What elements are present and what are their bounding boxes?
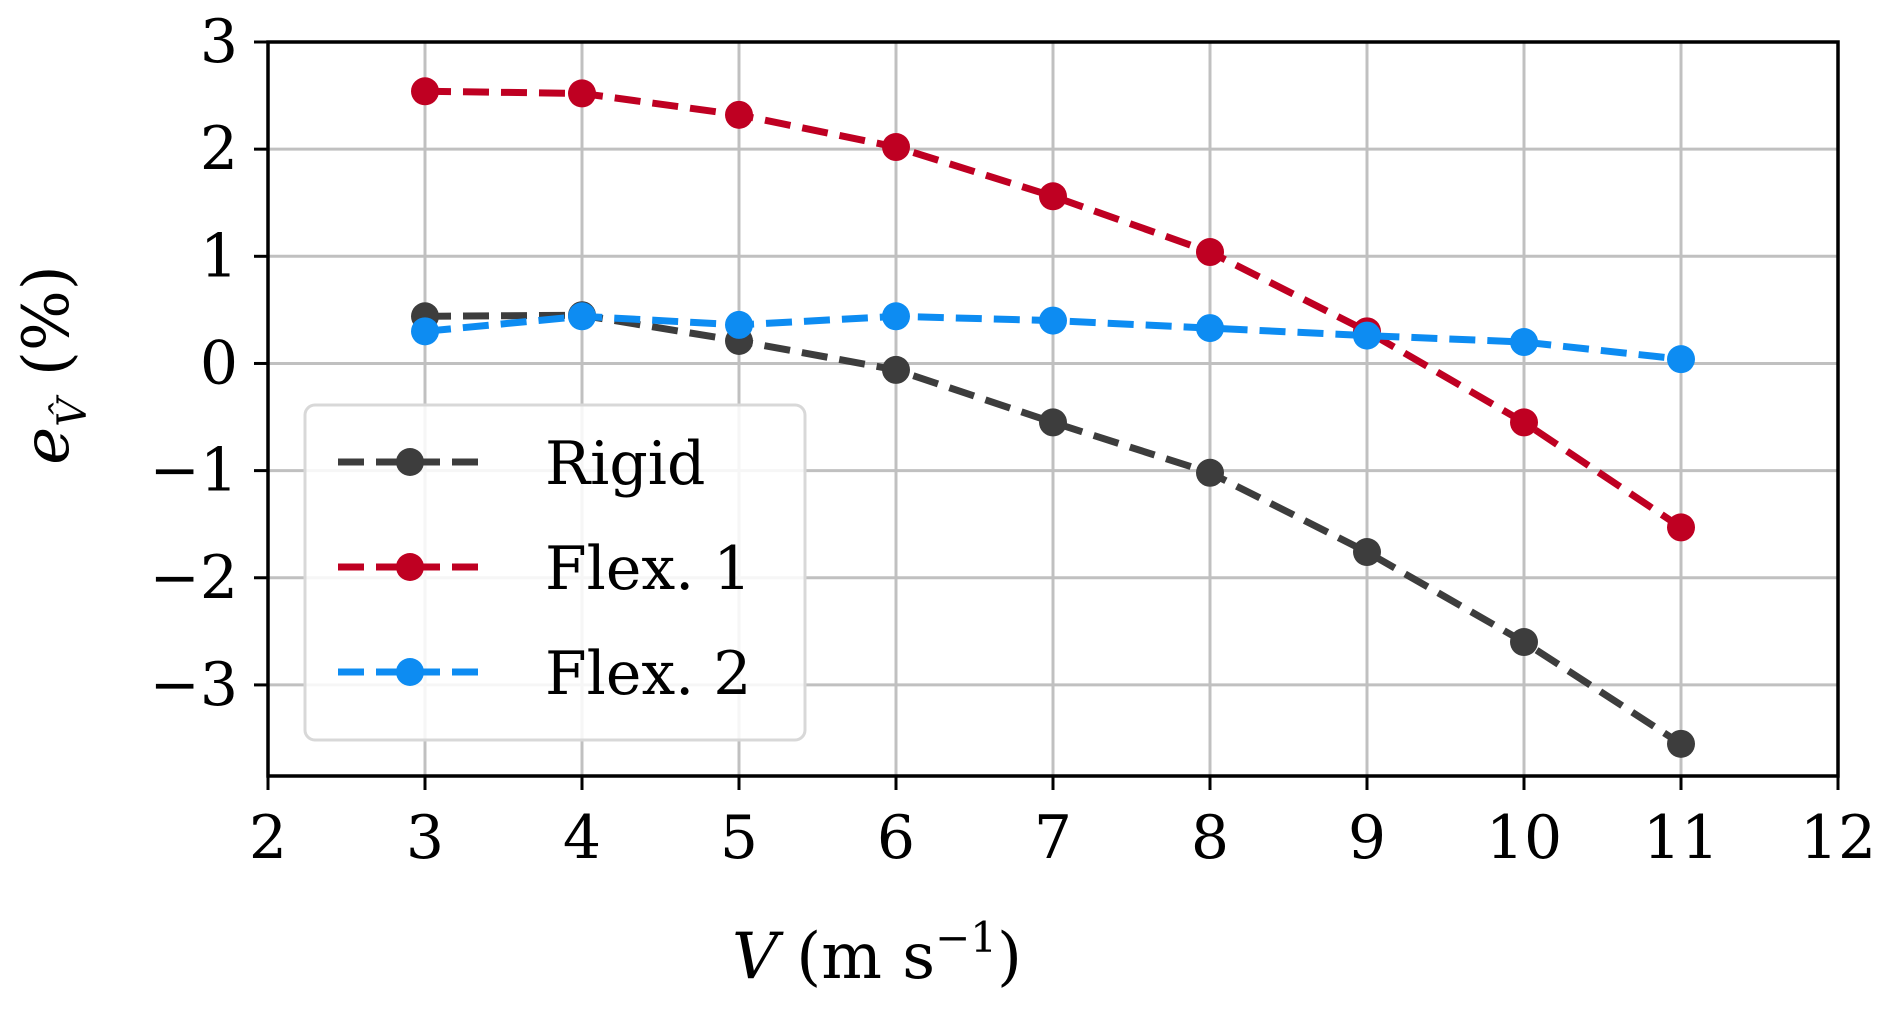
data-point: [1196, 458, 1224, 487]
x-tick-label: 2: [249, 803, 287, 873]
x-tick-label: 12: [1800, 803, 1876, 873]
x-tick-label: 6: [877, 803, 915, 873]
y-tick-label: 2: [200, 114, 238, 184]
data-point: [1353, 321, 1381, 350]
legend-item: Rigid: [338, 429, 705, 499]
data-point: [882, 355, 910, 384]
data-point: [725, 100, 753, 129]
x-tick-label: 3: [406, 803, 444, 873]
legend: Rigid Flex. 1 Flex. 2: [303, 403, 807, 742]
y-axis-label-text: eV̂ (%): [10, 265, 96, 465]
x-axis-symbol: V: [732, 920, 784, 994]
legend-item: Flex. 2: [338, 639, 751, 709]
y-tick-label: 1: [200, 221, 238, 291]
x-axis-unit-exponent: −1: [935, 913, 997, 962]
y-tick-label: −2: [150, 543, 238, 613]
legend-item: Flex. 1: [338, 534, 751, 604]
y-tick-label: 3: [200, 7, 238, 77]
series-flex-2: [411, 302, 1695, 374]
x-tick-label: 7: [1034, 803, 1072, 873]
data-point: [1196, 238, 1224, 267]
y-tick-label: 0: [200, 328, 238, 398]
data-point: [1667, 729, 1695, 758]
y-axis-label: eV̂ (%): [10, 265, 96, 465]
legend-box: [303, 403, 807, 742]
data-point: [411, 77, 439, 106]
data-point: [568, 79, 596, 108]
y-axis-unit: (%): [10, 265, 84, 376]
data-point: [882, 302, 910, 331]
legend-label: Rigid: [545, 429, 705, 499]
data-point: [1353, 538, 1381, 567]
x-axis-unit-close: ): [997, 920, 1022, 994]
x-tick-label: 5: [720, 803, 758, 873]
legend-marker: [396, 658, 424, 686]
series-layer: [411, 77, 1695, 758]
legend-label: Flex. 2: [545, 639, 751, 709]
x-tick-label: 4: [563, 803, 601, 873]
y-axis-symbol: e: [10, 427, 84, 465]
axes: [254, 40, 1840, 790]
series-line: [424, 311, 1683, 747]
x-axis-unit-open: (m s: [796, 920, 935, 994]
y-axis-subscript: V̂: [50, 394, 96, 427]
x-axis-label-text: V (m s−1): [732, 913, 1022, 994]
data-point: [882, 133, 910, 162]
data-point: [1039, 306, 1067, 335]
y-tick-label: −1: [150, 436, 238, 506]
legend-label: Flex. 1: [545, 534, 751, 604]
data-point: [1510, 628, 1538, 657]
data-point: [725, 310, 753, 339]
legend-marker: [396, 448, 424, 476]
data-point: [1510, 328, 1538, 357]
x-tick-label: 10: [1486, 803, 1562, 873]
data-point: [1510, 408, 1538, 437]
y-tick-label: −3: [150, 650, 238, 720]
data-point: [1667, 345, 1695, 374]
x-tick-label: 9: [1348, 803, 1386, 873]
data-point: [568, 302, 596, 331]
series-line: [424, 87, 1683, 531]
legend-marker: [396, 553, 424, 581]
data-point: [411, 317, 439, 346]
data-point: [1196, 314, 1224, 343]
x-axis-label: V (m s−1): [732, 913, 1022, 994]
x-tick-label: 11: [1643, 803, 1719, 873]
x-tick-label: 8: [1191, 803, 1229, 873]
data-point: [1667, 513, 1695, 542]
data-point: [1039, 182, 1067, 211]
data-point: [1039, 408, 1067, 437]
